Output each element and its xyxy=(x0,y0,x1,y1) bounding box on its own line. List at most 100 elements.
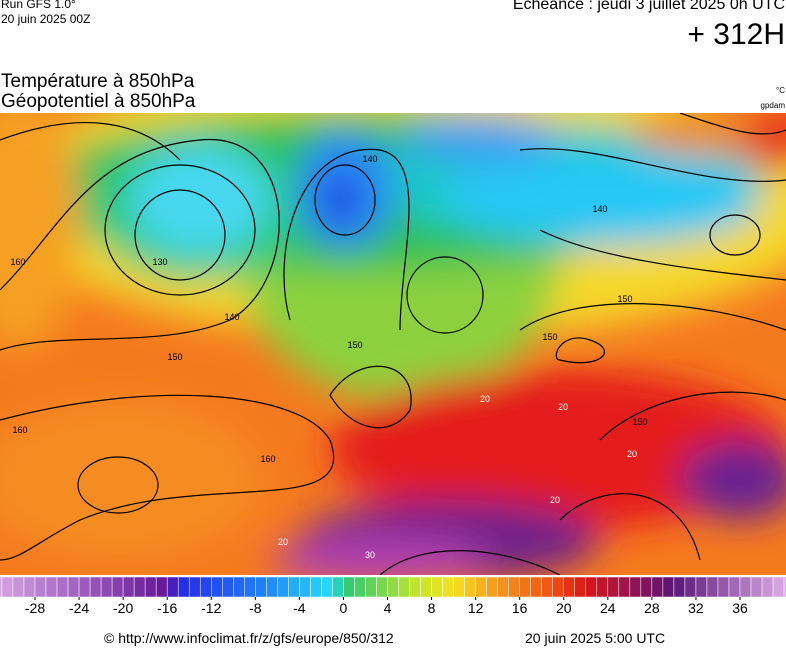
contour-label: 150 xyxy=(632,417,647,427)
colorbar-cell xyxy=(519,576,531,598)
colorbar-cell xyxy=(728,576,741,598)
colorbar-cell xyxy=(222,576,234,598)
colorbar-cell xyxy=(277,576,289,598)
contour-label: 150 xyxy=(347,340,362,350)
colorbar-tick-label: 4 xyxy=(384,600,392,616)
colorbar-tick-label: -20 xyxy=(113,600,133,616)
colorbar-tick-label: -8 xyxy=(249,600,262,616)
colorbar-cell xyxy=(750,576,763,598)
colorbar-cell xyxy=(111,576,124,598)
colorbar-cell xyxy=(343,576,355,598)
colorbar-cell xyxy=(442,576,454,598)
colorbar-cell xyxy=(673,576,686,598)
colorbar-cell xyxy=(244,576,256,598)
colorbar: -28 -24 -20 -16 -12 -8 -4 0 4 8 12 16 20 24 28 32 36 xyxy=(0,576,786,616)
colorbar-cell xyxy=(453,576,465,598)
contour-label: 140 xyxy=(362,154,377,164)
colorbar-cell xyxy=(56,576,69,598)
colorbar-tick-label: 0 xyxy=(340,600,348,616)
colorbar-cell xyxy=(177,576,190,598)
contour-label: 140 xyxy=(592,204,607,214)
colorbar-cell xyxy=(0,576,3,598)
colorbar-cell xyxy=(409,576,421,598)
colorbar-cell xyxy=(574,576,587,598)
colorbar-cell xyxy=(508,576,520,598)
colorbar-cell xyxy=(288,576,300,598)
contour-labels: 140 130 160 140 150 150 160 160 150 150 140 150 20 20… xyxy=(10,154,647,560)
colorbar-cell xyxy=(23,576,36,598)
colorbar-cell xyxy=(122,576,135,598)
colorbar-tick-label: 32 xyxy=(688,600,704,616)
colorbar-tick-label: 12 xyxy=(468,600,484,616)
colorbar-cell xyxy=(199,576,212,598)
colorbar-cell xyxy=(45,576,58,598)
colorbar-cell xyxy=(233,576,245,598)
contour-label: 30 xyxy=(365,550,375,560)
contour-label: 20 xyxy=(627,449,637,459)
run-date: 20 juin 2025 00Z xyxy=(1,12,91,26)
colorbar-cell xyxy=(585,576,598,598)
colorbar-cell xyxy=(166,576,179,598)
colorbar-cell xyxy=(717,576,730,598)
contour-label: 150 xyxy=(167,352,182,362)
colorbar-cell xyxy=(530,576,542,598)
colorbar-tick-label: -28 xyxy=(25,600,45,616)
colorbar-cell xyxy=(133,576,146,598)
issued-time: 20 juin 2025 5:00 UTC xyxy=(525,630,666,646)
colorbar-cell xyxy=(211,576,223,598)
colorbar-cell xyxy=(541,576,553,598)
colorbar-cell xyxy=(486,576,498,598)
valid-time: Echéance : jeudi 3 juillet 2025 0h UTC xyxy=(512,0,785,13)
colorbar-tick-label: 28 xyxy=(644,600,660,616)
colorbar-cell xyxy=(684,576,697,598)
colorbar-tick-label: 8 xyxy=(428,600,436,616)
contour-label: 20 xyxy=(278,537,288,547)
colorbar-cell xyxy=(376,576,388,598)
colorbar-cell xyxy=(431,576,443,598)
colorbar-cell xyxy=(629,576,642,598)
colorbar-tick-label: -12 xyxy=(201,600,221,616)
geopotential-contours xyxy=(0,113,786,575)
colorbar-cell xyxy=(618,576,631,598)
colorbar-cell xyxy=(1,576,14,598)
colorbar-cell xyxy=(188,576,201,598)
title-temperature: Température à 850hPa xyxy=(1,71,195,92)
colorbar-cell xyxy=(398,576,410,598)
colorbar-cell xyxy=(739,576,752,598)
title-geopotential: Géopotentiel à 850hPa xyxy=(1,91,196,112)
colorbar-cell xyxy=(420,576,432,598)
contour-label: 20 xyxy=(558,402,568,412)
colorbar-cell xyxy=(706,576,719,598)
colorbar-cell xyxy=(596,576,609,598)
colorbar-tick-label: 36 xyxy=(732,600,748,616)
colorbar-cell xyxy=(497,576,509,598)
colorbar-tick-label: -16 xyxy=(157,600,177,616)
contour-label: 150 xyxy=(542,332,557,342)
colorbar-cell xyxy=(34,576,47,598)
contour-label: 130 xyxy=(152,257,167,267)
colorbar-cell xyxy=(365,576,377,598)
colorbar-cell xyxy=(772,576,785,598)
colorbar-cell xyxy=(321,576,333,598)
contour-label: 160 xyxy=(260,454,275,464)
contour-label: 140 xyxy=(224,312,239,322)
contour-label: 20 xyxy=(480,394,490,404)
colorbar-cell xyxy=(100,576,113,598)
run-label: Run GFS 1.0° xyxy=(1,0,76,11)
contour-label: 20 xyxy=(550,495,560,505)
colorbar-cell xyxy=(67,576,80,598)
colorbar-cell xyxy=(266,576,278,598)
colorbar-cell xyxy=(607,576,620,598)
contour-label: 150 xyxy=(617,294,632,304)
colorbar-cell xyxy=(552,576,564,598)
colorbar-cell xyxy=(255,576,267,598)
colorbar-tick-label: -24 xyxy=(69,600,89,616)
colorbar-cell xyxy=(761,576,774,598)
unit-temperature: °C xyxy=(776,86,785,95)
colorbar-cell xyxy=(464,576,476,598)
colorbar-cell xyxy=(155,576,168,598)
colorbar-cell xyxy=(640,576,653,598)
colorbar-cell xyxy=(89,576,102,598)
